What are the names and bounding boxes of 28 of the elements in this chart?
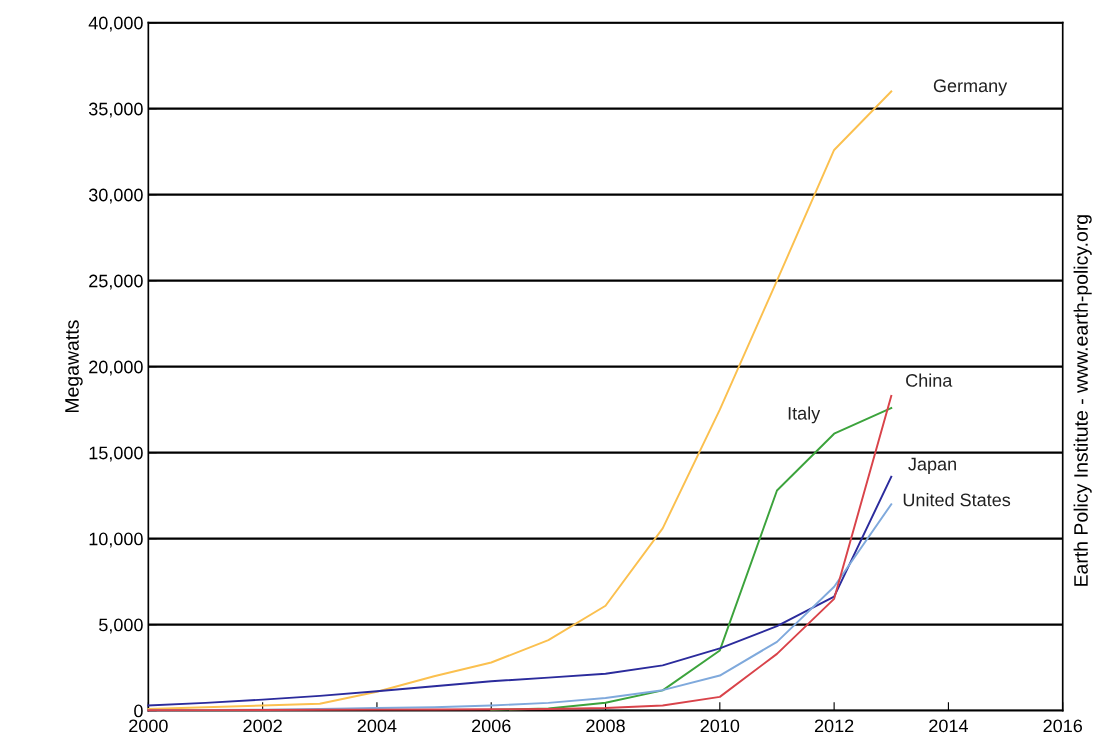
x-tick-label: 2000 [129,719,168,733]
y-axis-title: Megawatts [65,320,83,413]
line-series [490,406,893,711]
x-tick-label: 2002 [243,719,282,733]
text: Earth Policy Institute - www.earth-policy.org [1073,215,1092,586]
y-tick-label: 10,000 [89,532,143,548]
line-series [147,90,893,710]
y-tick-label: 35,000 [88,102,143,118]
x-tick-label: 2004 [357,719,397,733]
y-tick-label: 20,000 [89,360,143,376]
line-series [147,394,893,712]
x-tick-label: 2006 [472,719,511,733]
y-tick-label: 5,000 [99,618,143,634]
y-tick-label: 25,000 [89,274,143,290]
x-tick-label: 2016 [1043,719,1083,733]
series-label: Italy [788,406,821,424]
y-tick-label: 40,000 [88,16,143,32]
x-tick-label: 2010 [700,719,740,733]
y-tick-label: 15,000 [89,446,143,462]
series-label: China [906,373,953,387]
series-label: United States [903,493,1011,507]
y-tick-label: 0 [134,704,143,718]
y-tick-label: 30,000 [88,188,143,204]
x-tick-label: 2008 [586,719,625,733]
x-tick-label: 2012 [814,719,854,733]
text: Germany [933,79,1008,96]
series-label: Japan [908,457,956,475]
x-tick-label: 2014 [929,719,968,733]
